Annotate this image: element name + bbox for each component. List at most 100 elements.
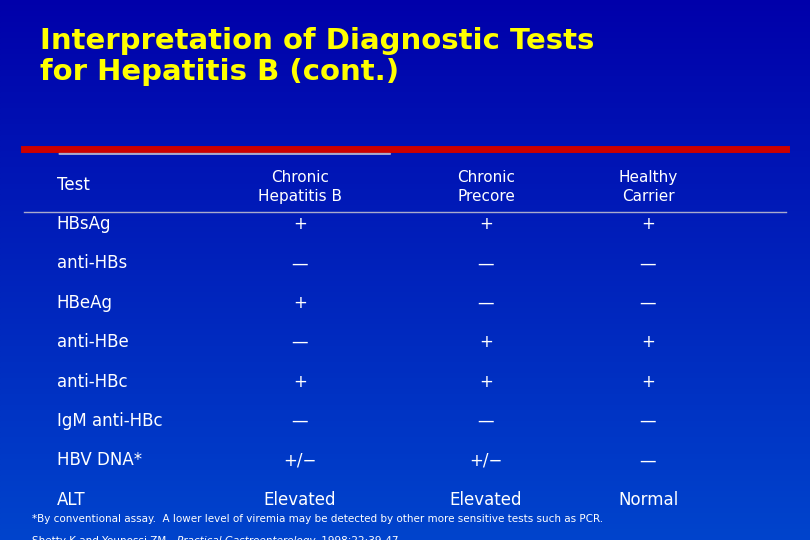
Bar <box>0 86 810 92</box>
Bar <box>0 16 810 22</box>
Bar <box>0 464 810 470</box>
Bar <box>0 184 810 189</box>
Text: —: — <box>640 451 656 469</box>
Bar <box>0 292 810 297</box>
Bar <box>0 162 810 167</box>
Text: —: — <box>478 294 494 312</box>
Bar <box>0 194 810 200</box>
Text: —: — <box>640 412 656 430</box>
Bar <box>0 157 810 162</box>
Bar <box>0 135 810 140</box>
Bar <box>0 286 810 292</box>
Bar <box>0 124 810 130</box>
Text: anti-HBe: anti-HBe <box>57 333 129 351</box>
Text: —: — <box>640 254 656 272</box>
Bar <box>0 103 810 108</box>
Bar <box>0 54 810 59</box>
Text: Elevated: Elevated <box>450 491 522 509</box>
Bar <box>0 254 810 259</box>
Bar <box>0 189 810 194</box>
Bar <box>0 178 810 184</box>
Bar <box>0 211 810 216</box>
Bar <box>0 524 810 529</box>
Bar <box>0 221 810 227</box>
Text: 1998;22:39-47.: 1998;22:39-47. <box>318 536 402 540</box>
Text: +: + <box>292 294 307 312</box>
Text: Precore: Precore <box>457 189 515 204</box>
Text: HBV DNA*: HBV DNA* <box>57 451 142 469</box>
Bar <box>0 454 810 459</box>
Bar <box>0 340 810 346</box>
Bar <box>0 140 810 146</box>
Text: Chronic: Chronic <box>271 170 329 185</box>
Text: Carrier: Carrier <box>622 189 674 204</box>
Bar <box>0 313 810 319</box>
Bar <box>0 529 810 535</box>
Bar <box>0 491 810 497</box>
Bar <box>0 270 810 275</box>
Bar <box>0 389 810 394</box>
Text: +: + <box>479 215 493 233</box>
Bar <box>0 481 810 486</box>
Bar <box>0 448 810 454</box>
Bar <box>0 518 810 524</box>
Bar <box>0 351 810 356</box>
Text: Hepatitis B: Hepatitis B <box>258 189 342 204</box>
Bar <box>0 378 810 383</box>
Bar <box>0 432 810 437</box>
Bar <box>0 81 810 86</box>
Bar <box>0 308 810 313</box>
Text: +: + <box>641 373 655 390</box>
Text: IgM anti-HBc: IgM anti-HBc <box>57 412 162 430</box>
Bar <box>0 346 810 351</box>
Bar <box>0 335 810 340</box>
Text: anti-HBs: anti-HBs <box>57 254 127 272</box>
Bar <box>0 405 810 410</box>
Bar <box>0 65 810 70</box>
Bar <box>0 248 810 254</box>
Bar <box>0 227 810 232</box>
Text: Healthy: Healthy <box>618 170 678 185</box>
Text: *By conventional assay.  A lower level of viremia may be detected by other more : *By conventional assay. A lower level of… <box>32 514 603 524</box>
Bar <box>0 508 810 513</box>
Bar <box>0 281 810 286</box>
Text: HBsAg: HBsAg <box>57 215 111 233</box>
Bar <box>0 70 810 76</box>
Bar <box>0 59 810 65</box>
Bar <box>0 297 810 302</box>
Bar <box>0 76 810 81</box>
Bar <box>0 151 810 157</box>
Bar <box>0 421 810 427</box>
Bar <box>0 5 810 11</box>
Bar <box>0 459 810 464</box>
Bar <box>0 238 810 243</box>
Text: +: + <box>641 333 655 351</box>
Bar <box>0 0 810 5</box>
Text: anti-HBc: anti-HBc <box>57 373 127 390</box>
Bar <box>0 119 810 124</box>
Text: Test: Test <box>57 176 90 193</box>
Bar <box>0 232 810 238</box>
Bar <box>0 173 810 178</box>
Bar <box>0 475 810 481</box>
Bar <box>0 410 810 416</box>
Bar <box>0 416 810 421</box>
Bar <box>0 394 810 400</box>
Bar <box>0 497 810 502</box>
Text: +/−: +/− <box>283 451 317 469</box>
Bar <box>0 49 810 54</box>
Bar <box>0 146 810 151</box>
Text: Elevated: Elevated <box>263 491 336 509</box>
Bar <box>0 108 810 113</box>
Bar <box>0 383 810 389</box>
Bar <box>0 324 810 329</box>
Bar <box>0 22 810 27</box>
Bar <box>0 243 810 248</box>
Bar <box>0 200 810 205</box>
Text: +/−: +/− <box>469 451 503 469</box>
Bar <box>0 356 810 362</box>
Text: —: — <box>640 294 656 312</box>
Bar <box>0 513 810 518</box>
Bar <box>0 265 810 270</box>
Bar <box>0 373 810 378</box>
